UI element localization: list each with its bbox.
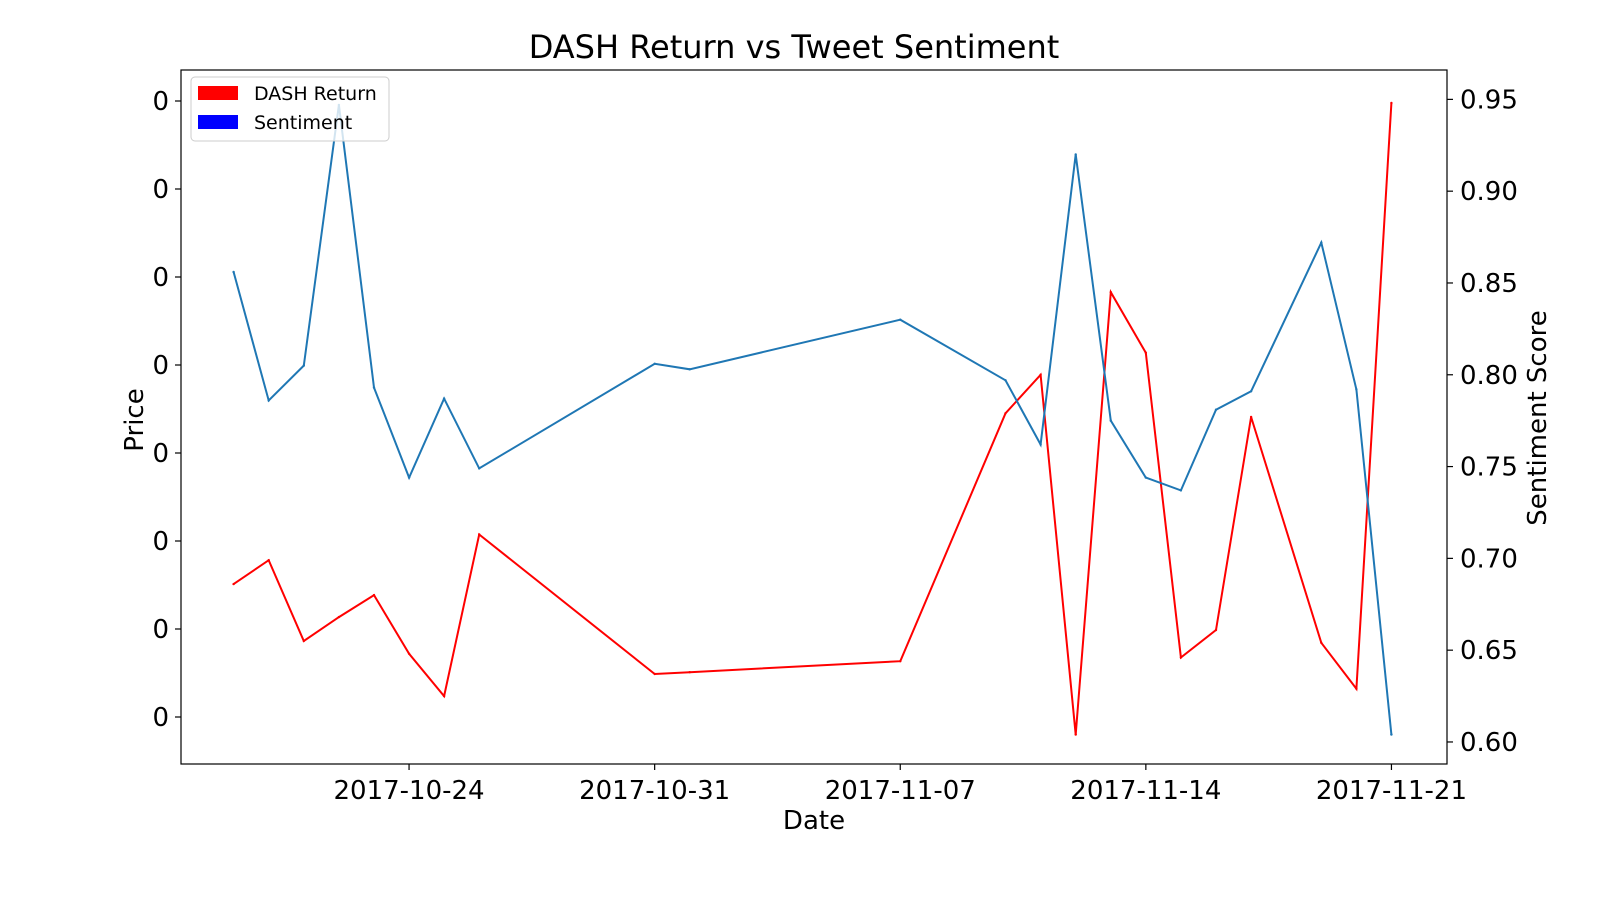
left-tick-label: 0: [152, 527, 169, 557]
data-point-dash-return: [1144, 351, 1148, 354]
right-tick-label: 0.85: [1460, 269, 1518, 299]
x-tick-label: 2017-10-31: [579, 776, 730, 806]
data-point-sentiment: [899, 318, 902, 321]
data-point-sentiment: [653, 362, 656, 365]
data-point-dash-return: [372, 593, 376, 597]
left-tick-label: 0: [152, 175, 169, 205]
legend-label-dash-return: DASH Return: [254, 83, 377, 105]
data-point-sentiment: [1320, 241, 1323, 244]
data-point-dash-return: [1179, 656, 1183, 659]
data-point-sentiment: [1074, 153, 1077, 156]
right-tick-label: 0.80: [1460, 361, 1518, 391]
right-tick-label: 0.70: [1460, 544, 1518, 574]
series-line-dash-return: [233, 102, 1393, 735]
right-tick-label: 0.60: [1460, 728, 1518, 758]
data-point-sentiment: [442, 397, 446, 400]
data-point-dash-return: [267, 559, 270, 562]
data-point-dash-return: [1039, 373, 1042, 376]
legend-swatch-dash-return: [198, 86, 238, 100]
y-axis-label-left: Price: [120, 388, 150, 451]
right-tick-label: 0.65: [1460, 636, 1518, 666]
legend: DASH Return Sentiment: [190, 76, 390, 142]
left-tick-label: 0: [152, 703, 169, 733]
data-point-dash-return: [442, 694, 446, 698]
axes-layer: 2017-10-24 2017-10-31 2017-11-07 2017-11-14…: [152, 85, 1517, 806]
data-point-dash-return: [1390, 101, 1393, 105]
data-point-sentiment: [1249, 390, 1253, 393]
legend-swatch-sentiment: [198, 115, 238, 129]
data-point-dash-return: [478, 533, 481, 536]
x-tick-label: 2017-11-14: [1070, 776, 1221, 806]
data-point-dash-return: [1355, 687, 1358, 690]
left-tick-label: 0: [152, 439, 169, 469]
data-point-sentiment: [1179, 489, 1183, 492]
y-axis-label-right: Sentiment Score: [1523, 310, 1553, 525]
legend-label-sentiment: Sentiment: [254, 112, 352, 134]
legend-frame: [190, 76, 390, 142]
plot-area: [180, 69, 1448, 765]
data-point-sentiment: [372, 386, 376, 389]
data-point-dash-return: [1109, 291, 1113, 294]
right-tick-label: 0.90: [1460, 177, 1518, 207]
series-layer: [232, 101, 1393, 736]
data-point-sentiment: [688, 368, 691, 371]
right-tick-label: 0.75: [1460, 453, 1518, 483]
data-point-sentiment: [232, 270, 235, 274]
data-point-dash-return: [1074, 733, 1077, 736]
data-point-dash-return: [1004, 412, 1007, 415]
data-point-dash-return: [688, 671, 691, 674]
data-point-sentiment: [302, 364, 305, 367]
data-point-sentiment: [407, 476, 411, 479]
left-tick-label: 0: [152, 351, 169, 381]
left-tick-label: 0: [152, 615, 169, 645]
x-tick-label: 2017-11-07: [825, 776, 976, 806]
data-point-dash-return: [1249, 415, 1253, 419]
data-point-sentiment: [1214, 408, 1218, 411]
data-point-dash-return: [232, 582, 235, 586]
data-point-sentiment: [1039, 443, 1042, 446]
data-point-dash-return: [302, 639, 305, 643]
data-point-dash-return: [1214, 628, 1218, 632]
data-point-sentiment: [1144, 476, 1148, 479]
data-point-dash-return: [407, 652, 411, 655]
data-point-dash-return: [899, 660, 902, 663]
data-point-sentiment: [1109, 419, 1113, 422]
data-point-dash-return: [653, 672, 656, 676]
right-tick-label: 0.95: [1460, 85, 1518, 115]
x-axis-label: Date: [783, 806, 845, 836]
x-tick-label: 2017-11-21: [1316, 776, 1467, 806]
data-point-sentiment: [267, 399, 270, 402]
left-tick-label: 0: [152, 87, 169, 117]
left-tick-label: 0: [152, 263, 169, 293]
data-point-sentiment: [1355, 388, 1358, 391]
data-point-sentiment: [1390, 733, 1393, 736]
data-point-dash-return: [337, 615, 341, 619]
series-line-sentiment: [232, 104, 1393, 735]
data-point-sentiment: [1004, 379, 1007, 382]
data-point-dash-return: [1320, 641, 1323, 644]
data-point-sentiment: [478, 467, 481, 470]
chart-title: DASH Return vs Tweet Sentiment: [529, 28, 1060, 66]
x-tick-label: 2017-10-24: [334, 776, 485, 806]
